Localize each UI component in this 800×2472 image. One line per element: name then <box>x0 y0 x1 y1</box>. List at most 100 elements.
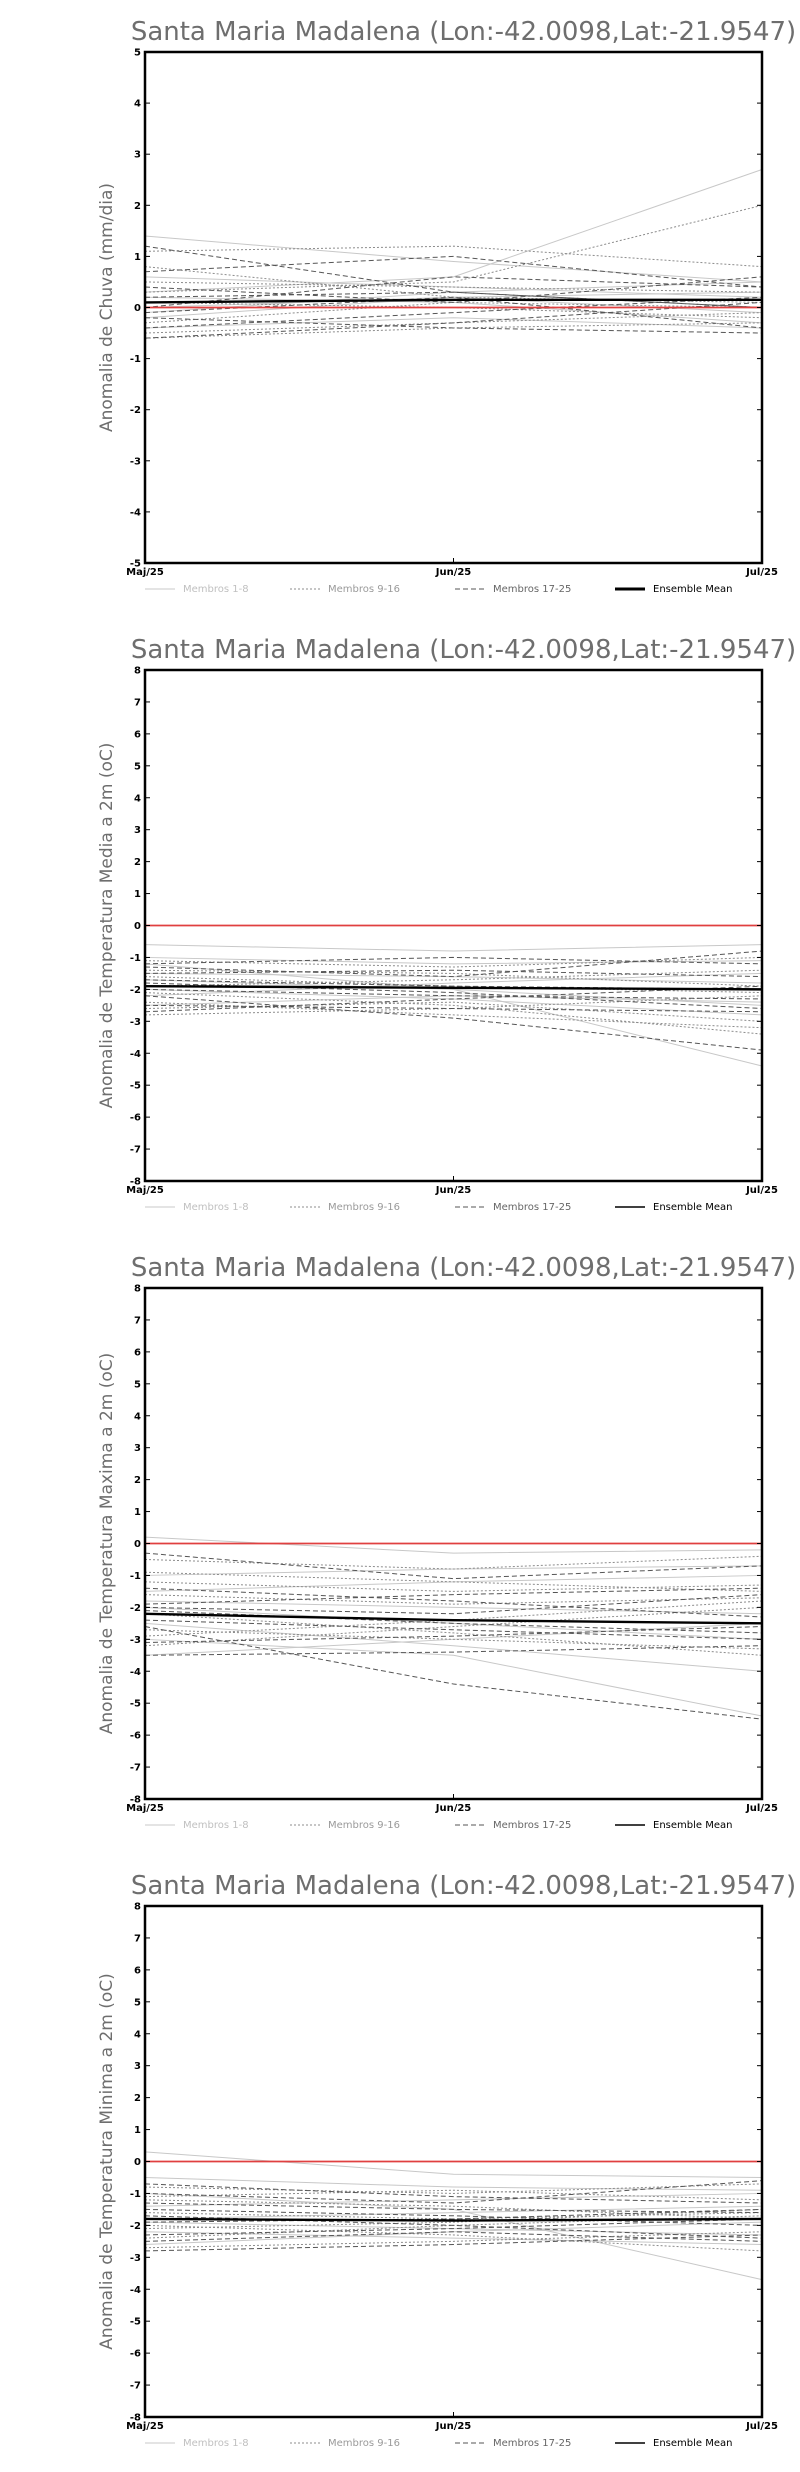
member-line <box>144 2189 763 2201</box>
legend-label: Membros 17-25 <box>493 1820 571 1831</box>
x-tick-label: Jul/25 <box>745 567 778 578</box>
member-line <box>144 2176 763 2191</box>
y-tick-label: 3 <box>134 825 141 836</box>
member-line <box>144 1594 763 1605</box>
y-tick-label: 3 <box>134 150 141 161</box>
member-line <box>144 1004 763 1013</box>
member-line <box>144 950 763 978</box>
chart-title: Santa Maria Madalena (Lon:-42.0098,Lat:-… <box>131 17 796 47</box>
member-line <box>144 1552 763 1580</box>
y-tick-label: 4 <box>134 1411 141 1422</box>
member-line <box>144 1600 763 1637</box>
y-tick-label: -3 <box>130 1635 141 1646</box>
member-line <box>144 2183 763 2194</box>
member-line <box>144 992 763 1035</box>
y-axis-label: Anomalia de Temperatura Minima a 2m (oC) <box>97 1973 117 2350</box>
y-axis-label: Anomalia de Temperatura Maxima a 2m (oC) <box>97 1353 117 1735</box>
member-line <box>144 1555 763 1570</box>
y-tick-label: 5 <box>134 1997 141 2008</box>
y-tick-label: -5 <box>130 2317 141 2328</box>
member-line <box>144 2208 763 2223</box>
legend-label: Membros 9-16 <box>328 2438 400 2449</box>
member-line <box>144 2234 763 2252</box>
member-line <box>144 969 763 978</box>
member-line <box>144 1581 763 1592</box>
y-tick-label: 1 <box>134 889 141 900</box>
y-tick-label: -6 <box>130 1113 141 1124</box>
x-tick-label: Maj/25 <box>126 1803 164 1814</box>
chart-panel: Santa Maria Madalena (Lon:-42.0098,Lat:-… <box>0 0 800 618</box>
member-line <box>144 317 763 334</box>
member-line <box>144 1594 763 1615</box>
member-line <box>144 2218 763 2236</box>
y-tick-label: -2 <box>130 2221 141 2232</box>
member-line <box>144 995 763 1051</box>
y-tick-label: 5 <box>134 48 141 59</box>
y-tick-label: 5 <box>134 761 141 772</box>
member-line <box>144 276 763 303</box>
y-tick-label: -2 <box>130 985 141 996</box>
y-tick-label: 7 <box>134 1315 141 1326</box>
member-line <box>144 1587 763 1605</box>
chart-svg: Santa Maria Madalena (Lon:-42.0098,Lat:-… <box>97 1871 796 2449</box>
y-tick-label: 7 <box>134 697 141 708</box>
y-tick-label: 8 <box>134 1284 141 1295</box>
member-line <box>144 2192 763 2207</box>
y-tick-label: 2 <box>134 857 141 868</box>
y-tick-label: 2 <box>134 2093 141 2104</box>
member-line <box>144 2215 763 2239</box>
member-line <box>144 169 763 293</box>
y-tick-label: 7 <box>134 1933 141 1944</box>
y-tick-label: -1 <box>130 354 141 365</box>
y-tick-label: -5 <box>130 1081 141 1092</box>
member-line <box>144 969 763 987</box>
chart-panel: Santa Maria Madalena (Lon:-42.0098,Lat:-… <box>0 1236 800 1854</box>
member-line <box>144 1622 763 1672</box>
y-tick-label: 0 <box>134 2157 141 2168</box>
y-tick-label: -7 <box>130 2381 141 2392</box>
legend-label: Membros 9-16 <box>328 584 400 595</box>
x-tick-label: Jul/25 <box>745 2421 778 2432</box>
member-line <box>144 956 763 968</box>
y-tick-label: -1 <box>130 2189 141 2200</box>
member-line <box>144 317 763 329</box>
member-line <box>144 1571 763 1592</box>
y-tick-label: -7 <box>130 1145 141 1156</box>
member-line <box>144 1606 763 1647</box>
legend-label: Membros 1-8 <box>183 584 249 595</box>
chart-panel: Santa Maria Madalena (Lon:-42.0098,Lat:-… <box>0 618 800 1236</box>
y-tick-label: -4 <box>130 507 141 518</box>
y-tick-label: -5 <box>130 559 141 570</box>
y-tick-label: 4 <box>134 793 141 804</box>
y-axis-label: Anomalia de Chuva (mm/dia) <box>97 183 117 432</box>
member-line <box>144 2231 763 2249</box>
y-tick-label: 3 <box>134 2061 141 2072</box>
chart-title: Santa Maria Madalena (Lon:-42.0098,Lat:-… <box>131 1253 796 1283</box>
member-line <box>144 2208 763 2230</box>
y-tick-label: 1 <box>134 2125 141 2136</box>
member-line <box>144 2183 763 2204</box>
member-line <box>144 1629 763 1650</box>
member-line <box>144 296 763 329</box>
member-line <box>144 235 763 283</box>
x-tick-label: Jun/25 <box>435 1803 472 1814</box>
member-line <box>144 1619 763 1640</box>
member-line <box>144 979 763 1006</box>
ensemble-mean-line <box>144 1612 763 1625</box>
chart-title: Santa Maria Madalena (Lon:-42.0098,Lat:-… <box>131 635 796 665</box>
y-tick-label: -3 <box>130 456 141 467</box>
x-tick-label: Maj/25 <box>126 2421 164 2432</box>
member-line <box>144 1565 763 1576</box>
y-tick-label: -5 <box>130 1699 141 1710</box>
y-axis-label: Anomalia de Temperatura Media a 2m (oC) <box>97 743 117 1109</box>
legend-label: Membros 17-25 <box>493 2438 571 2449</box>
member-line <box>144 982 763 1010</box>
ensemble-mean-line <box>144 298 762 304</box>
y-tick-label: 8 <box>134 1902 141 1913</box>
legend-label: Membros 9-16 <box>328 1820 400 1831</box>
member-line <box>144 1001 763 1022</box>
member-line <box>144 1626 763 1720</box>
y-tick-label: -1 <box>130 953 141 964</box>
y-tick-label: 1 <box>134 1507 141 1518</box>
